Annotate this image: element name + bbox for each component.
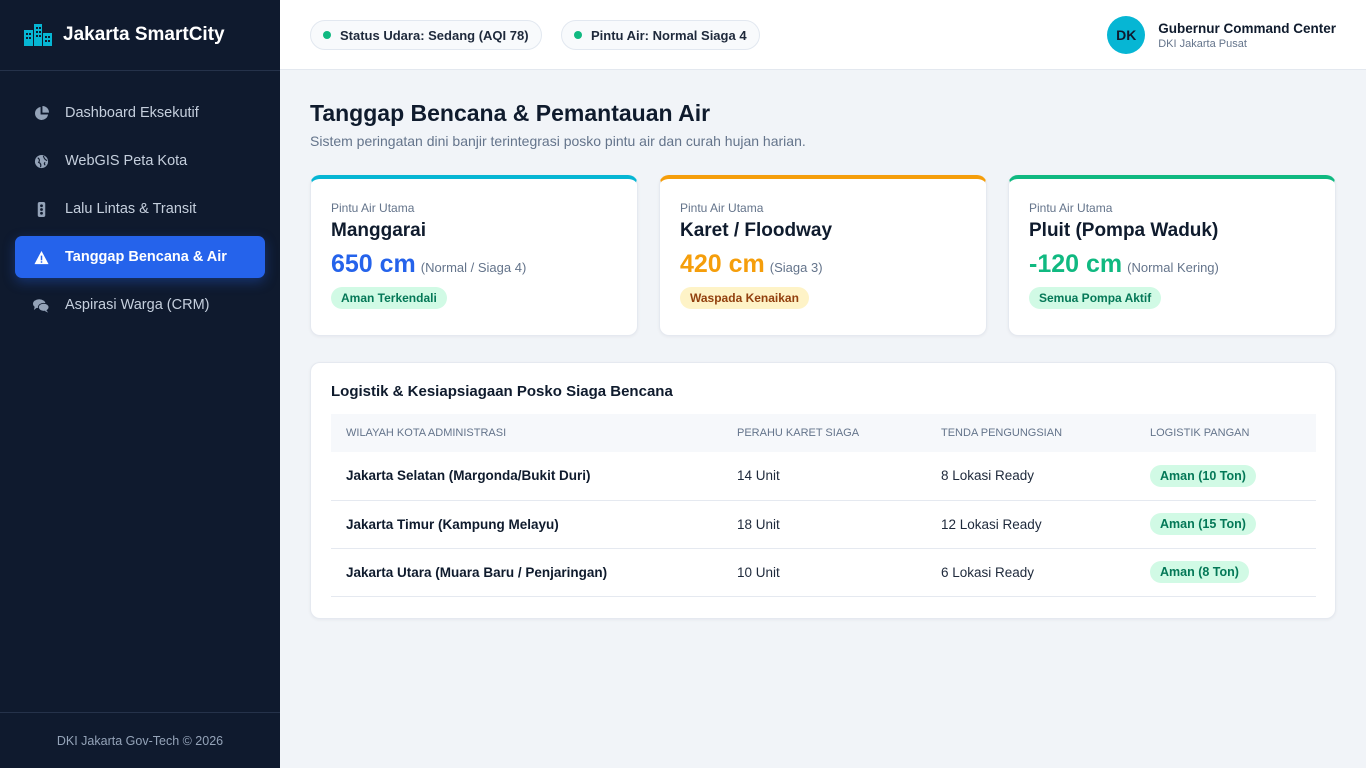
sidebar-nav: Dashboard Eksekutif WebGIS Peta Kota Lal… xyxy=(0,71,280,353)
water-gate-label: Pintu Air: Normal Siaga 4 xyxy=(591,27,747,43)
food-status-badge: Aman (10 Ton) xyxy=(1150,464,1256,487)
boats-cell: 14 Unit xyxy=(722,452,926,501)
food-cell: Aman (15 Ton) xyxy=(1135,500,1316,549)
food-cell: Aman (8 Ton) xyxy=(1135,548,1316,597)
tents-cell: 6 Lokasi Ready xyxy=(926,548,1135,597)
logistics-panel: Logistik & Kesiapsiagaan Posko Siaga Ben… xyxy=(310,362,1336,619)
food-cell: Aman (10 Ton) xyxy=(1135,452,1316,501)
region-cell: Jakarta Utara (Muara Baru / Penjaringan) xyxy=(331,548,722,597)
comments-icon xyxy=(33,297,49,313)
page-subtitle: Sistem peringatan dini banjir terintegra… xyxy=(310,133,806,149)
water-level-value: 650 cm xyxy=(331,250,416,278)
boats-cell: 18 Unit xyxy=(722,500,926,549)
status-dot-icon xyxy=(323,31,331,39)
table-row[interactable]: Jakarta Selatan (Margonda/Bukit Duri) 14… xyxy=(331,452,1316,501)
brand[interactable]: Jakarta SmartCity xyxy=(0,0,280,71)
sidebar-item-traffic[interactable]: Lalu Lintas & Transit xyxy=(15,188,265,230)
avatar: DK xyxy=(1107,16,1146,54)
region-cell: Jakarta Selatan (Margonda/Bukit Duri) xyxy=(331,452,722,501)
user-name: Gubernur Command Center xyxy=(1158,20,1336,36)
sidebar-item-dashboard[interactable]: Dashboard Eksekutif xyxy=(15,92,265,134)
page-title: Tanggap Bencana & Pemantauan Air xyxy=(310,100,711,126)
sidebar-item-label: Lalu Lintas & Transit xyxy=(65,201,197,217)
column-header-tents: TENDA PENGUNGSIAN xyxy=(926,414,1135,452)
food-status-badge: Aman (8 Ton) xyxy=(1150,561,1249,583)
column-header-boats: PERAHU KARET SIAGA xyxy=(722,414,926,452)
topbar: Status Udara: Sedang (AQI 78) Pintu Air:… xyxy=(280,0,1366,70)
water-level-note: (Normal Kering) xyxy=(1127,260,1219,275)
sidebar: Jakarta SmartCity Dashboard Eksekutif We… xyxy=(0,0,280,768)
warning-icon xyxy=(33,249,49,265)
sidebar-item-disaster[interactable]: Tanggap Bencana & Air xyxy=(15,236,265,278)
card-label: Pintu Air Utama xyxy=(1029,201,1113,215)
boats-cell: 10 Unit xyxy=(722,548,926,597)
card-name: Pluit (Pompa Waduk) xyxy=(1029,220,1219,241)
air-quality-label: Status Udara: Sedang (AQI 78) xyxy=(340,27,529,43)
region-cell: Jakarta Timur (Kampung Melayu) xyxy=(331,500,722,549)
sidebar-item-crm[interactable]: Aspirasi Warga (CRM) xyxy=(15,284,265,326)
food-status-badge: Aman (15 Ton) xyxy=(1150,513,1256,535)
sidebar-item-label: Dashboard Eksekutif xyxy=(65,105,199,121)
water-level-value: -120 cm xyxy=(1029,250,1123,278)
sidebar-item-label: WebGIS Peta Kota xyxy=(65,153,188,169)
sidebar-item-label: Aspirasi Warga (CRM) xyxy=(65,297,210,313)
column-header-food: LOGISTIK PANGAN xyxy=(1135,414,1316,452)
sidebar-item-label: Tanggap Bencana & Air xyxy=(65,249,227,265)
column-header-region: WILAYAH KOTA ADMINISTRASI xyxy=(331,414,722,452)
user-location: DKI Jakarta Pusat xyxy=(1158,37,1247,50)
card-label: Pintu Air Utama xyxy=(331,201,415,215)
card-label: Pintu Air Utama xyxy=(680,201,764,215)
status-dot-icon xyxy=(574,31,582,39)
water-gate-status[interactable]: Pintu Air: Normal Siaga 4 xyxy=(561,20,760,50)
air-quality-status[interactable]: Status Udara: Sedang (AQI 78) xyxy=(310,20,542,50)
user-profile[interactable]: DK Gubernur Command Center DKI Jakarta P… xyxy=(1107,16,1336,54)
sidebar-footer: DKI Jakarta Gov-Tech © 2026 xyxy=(0,712,280,768)
city-buildings-icon xyxy=(24,24,52,46)
traffic-light-icon xyxy=(33,201,49,217)
water-level-note: (Siaga 3) xyxy=(769,260,823,275)
water-gate-card[interactable]: Pintu Air Utama Pluit (Pompa Waduk) -120… xyxy=(1008,175,1336,336)
table-row[interactable]: Jakarta Utara (Muara Baru / Penjaringan)… xyxy=(331,548,1316,597)
card-level: 420 cm (Siaga 3) xyxy=(680,250,966,279)
table-row[interactable]: Jakarta Timur (Kampung Melayu) 18 Unit 1… xyxy=(331,500,1316,549)
water-level-value: 420 cm xyxy=(680,250,765,278)
pie-chart-icon xyxy=(33,105,49,121)
water-gate-card[interactable]: Pintu Air Utama Manggarai 650 cm (Normal… xyxy=(310,175,638,336)
tents-cell: 12 Lokasi Ready xyxy=(926,500,1135,549)
water-level-note: (Normal / Siaga 4) xyxy=(420,260,527,275)
status-badge: Aman Terkendali xyxy=(331,287,447,309)
water-gate-card[interactable]: Pintu Air Utama Karet / Floodway 420 cm … xyxy=(659,175,987,336)
sidebar-item-webgis[interactable]: WebGIS Peta Kota xyxy=(15,140,265,182)
main-content: Tanggap Bencana & Pemantauan Air Sistem … xyxy=(310,100,1336,619)
tents-cell: 8 Lokasi Ready xyxy=(926,452,1135,501)
water-gate-cards: Pintu Air Utama Manggarai 650 cm (Normal… xyxy=(310,175,1336,336)
card-level: -120 cm (Normal Kering) xyxy=(1029,250,1315,279)
logistics-table: WILAYAH KOTA ADMINISTRASI PERAHU KARET S… xyxy=(331,414,1316,597)
card-level: 650 cm (Normal / Siaga 4) xyxy=(331,250,617,279)
card-name: Karet / Floodway xyxy=(680,220,833,241)
status-badge: Semua Pompa Aktif xyxy=(1029,287,1162,309)
table-header-row: WILAYAH KOTA ADMINISTRASI PERAHU KARET S… xyxy=(331,414,1316,452)
status-badge: Waspada Kenaikan xyxy=(680,287,809,309)
card-name: Manggarai xyxy=(331,220,427,241)
panel-title: Logistik & Kesiapsiagaan Posko Siaga Ben… xyxy=(331,383,673,400)
brand-name: Jakarta SmartCity xyxy=(63,24,225,45)
globe-icon xyxy=(33,153,49,169)
